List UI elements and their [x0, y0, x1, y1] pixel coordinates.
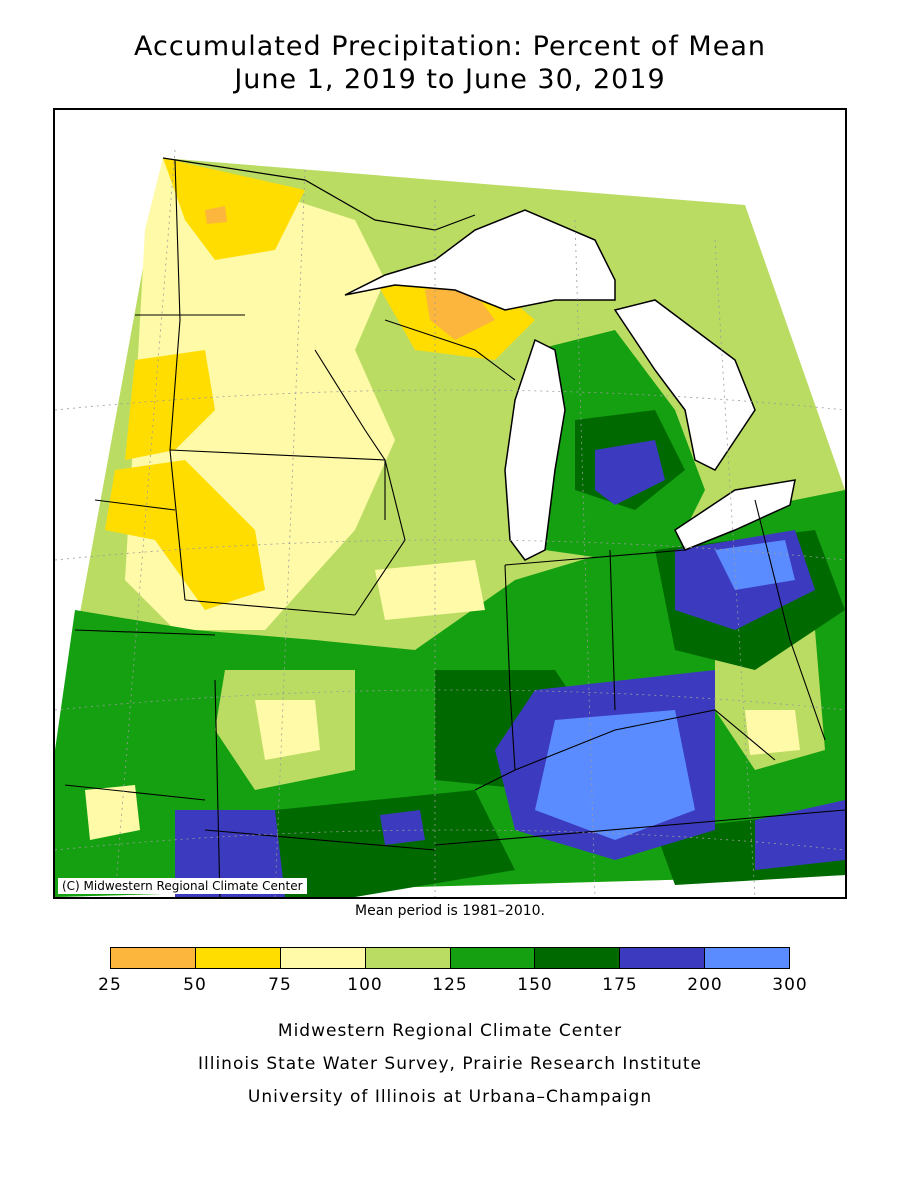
legend-tick: 125: [432, 975, 468, 995]
zone-lightyellow-mo: [255, 700, 320, 760]
precipitation-map: (C) Midwestern Regional Climate Center: [53, 108, 847, 899]
border-ks-ok: [64, 784, 206, 801]
border-sd-ne: [94, 499, 176, 511]
border-ia-il: [354, 459, 406, 616]
copyright-label: (C) Midwestern Regional Climate Center: [58, 878, 307, 894]
zone-blue-mi: [595, 440, 665, 505]
credit-line-1: Midwestern Regional Climate Center: [277, 1021, 623, 1041]
border-ks-mo: [214, 679, 221, 897]
legend-tick: 100: [347, 975, 383, 995]
legend-tick: 25: [98, 975, 122, 995]
legend-swatch-200-300: [705, 948, 789, 968]
lake-michigan: [504, 338, 566, 561]
legend-tick: 200: [687, 975, 723, 995]
zone-lightblue-east: [715, 540, 795, 590]
legend-swatch-50-75: [195, 948, 281, 968]
legend-tick: 50: [183, 975, 207, 995]
border-wi-mi: [384, 319, 516, 381]
border-mo-ar: [204, 829, 436, 851]
graticule: [55, 149, 845, 897]
color-legend: [110, 947, 790, 969]
zone-blue-small: [380, 810, 425, 845]
map-title-line2: June 1, 2019 to June 30, 2019: [234, 64, 666, 95]
legend-tick: 150: [517, 975, 553, 995]
zone-orange-north: [205, 206, 227, 224]
zone-yellow-west-2: [105, 460, 265, 610]
zone-orange-lake-superior: [425, 280, 495, 340]
border-ia-mo: [184, 599, 356, 616]
mean-period-note: Mean period is 1981–2010.: [355, 903, 545, 919]
border-mi-in-oh: [504, 549, 686, 566]
border-mn-wi: [314, 349, 386, 461]
great-lakes: [344, 209, 796, 561]
border-ky-north: [514, 709, 776, 771]
legend-swatch-175-200: [620, 948, 706, 968]
canada-boundary: [162, 157, 476, 231]
legend-tick: 75: [268, 975, 292, 995]
legend-swatch-125-150: [450, 948, 536, 968]
legend-swatch-25-50: [111, 948, 196, 968]
zone-blue-ky-east: [755, 800, 845, 870]
map-title-line1: Accumulated Precipitation: Percent of Me…: [134, 31, 766, 62]
credit-line-3: University of Illinois at Urbana–Champai…: [247, 1087, 653, 1107]
border-ky-tn: [434, 809, 845, 846]
zone-lightyellow-ks: [85, 785, 140, 840]
border-oh-east: [754, 499, 826, 741]
credit-line-2: Illinois State Water Survey, Prairie Res…: [198, 1054, 702, 1074]
legend-swatch-150-175: [535, 948, 621, 968]
map-canvas: [55, 110, 845, 897]
legend-swatch-100-125: [365, 948, 451, 968]
zone-lightblue-in: [535, 710, 695, 840]
legend-tick: 175: [602, 975, 638, 995]
zone-lightyellow-oh: [745, 710, 800, 755]
zone-yellow-west-1: [125, 350, 215, 460]
border-mn-west: [169, 159, 186, 601]
border-in-oh: [609, 549, 616, 711]
state-borders: [64, 159, 845, 897]
zone-yellow-north: [163, 158, 305, 260]
border-il-in: [474, 564, 516, 791]
map-fill-layer: [55, 158, 845, 897]
legend-swatch-75-100: [280, 948, 366, 968]
border-ne-ks: [74, 629, 216, 636]
zone-lightyellow-ia: [375, 560, 485, 620]
lake-huron: [613, 299, 756, 471]
zone-blue-sw: [175, 810, 285, 897]
legend-tick: 300: [772, 975, 808, 995]
